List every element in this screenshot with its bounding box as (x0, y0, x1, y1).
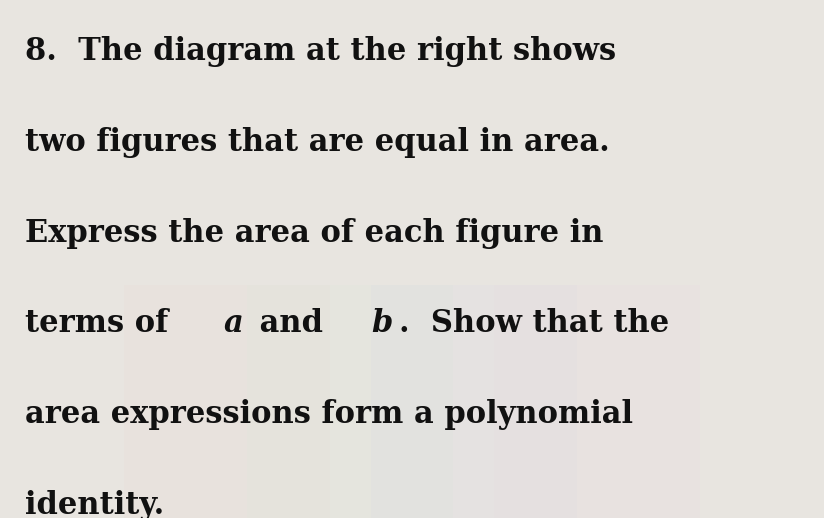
Text: .  Show that the: . Show that the (400, 308, 669, 339)
Text: and: and (249, 308, 344, 339)
Text: Express the area of each figure in: Express the area of each figure in (25, 218, 603, 249)
Text: b: b (372, 308, 393, 339)
Bar (124, 285, 330, 518)
Text: area expressions form a polynomial: area expressions form a polynomial (25, 399, 633, 430)
Bar (247, 285, 453, 518)
Text: identity.: identity. (25, 490, 164, 518)
Text: 8.  The diagram at the right shows: 8. The diagram at the right shows (25, 36, 616, 67)
Bar (494, 285, 700, 518)
Text: a: a (223, 308, 243, 339)
Text: two figures that are equal in area.: two figures that are equal in area. (25, 127, 610, 158)
Text: terms of: terms of (25, 308, 179, 339)
Bar (371, 285, 577, 518)
